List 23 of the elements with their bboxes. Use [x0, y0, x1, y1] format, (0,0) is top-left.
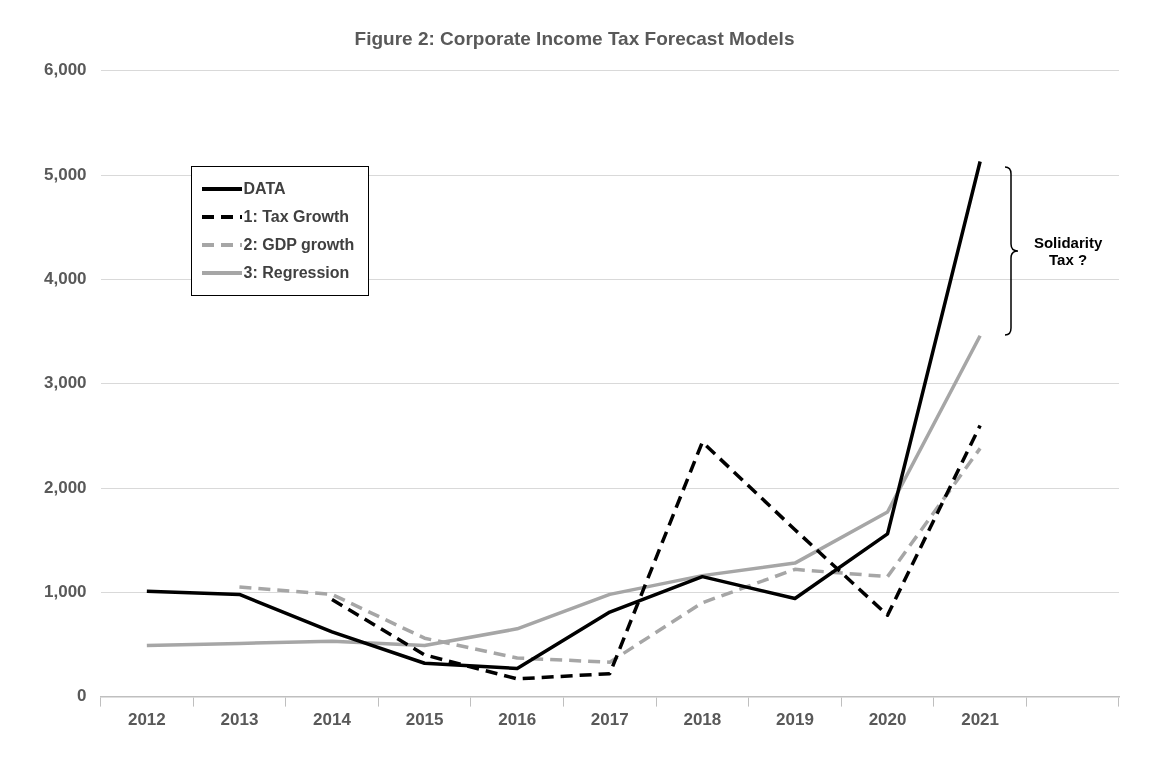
y-tick-label: 3,000	[43, 373, 87, 393]
x-tick-label: 2016	[498, 710, 537, 730]
y-tick-label: 5,000	[43, 164, 87, 184]
x-tick-label: 2013	[220, 710, 259, 730]
x-tick-label: 2014	[313, 710, 352, 730]
legend-label: 2: GDP growth	[243, 235, 355, 254]
annotation: Solidarity Tax ?	[1032, 233, 1104, 268]
y-tick-label: 0	[77, 686, 87, 706]
y-tick-label: 1,000	[43, 581, 87, 601]
y-tick-label: 4,000	[43, 269, 87, 289]
legend-label: DATA	[243, 179, 286, 198]
x-tick-label: 2021	[961, 710, 1000, 730]
x-tick-label: 2018	[683, 710, 722, 730]
y-tick-label: 6,000	[43, 60, 87, 80]
y-tick-label: 2,000	[43, 477, 87, 497]
chart-title: Figure 2: Corporate Income Tax Forecast Models	[354, 27, 795, 49]
legend-label: 1: Tax Growth	[243, 207, 350, 226]
x-tick-label: 2020	[868, 710, 907, 730]
x-tick-label: 2017	[590, 710, 629, 730]
x-tick-label: 2012	[127, 710, 166, 730]
x-tick-label: 2015	[405, 710, 444, 730]
legend-label: 3: Regression	[243, 263, 350, 282]
x-tick-label: 2019	[776, 710, 814, 730]
